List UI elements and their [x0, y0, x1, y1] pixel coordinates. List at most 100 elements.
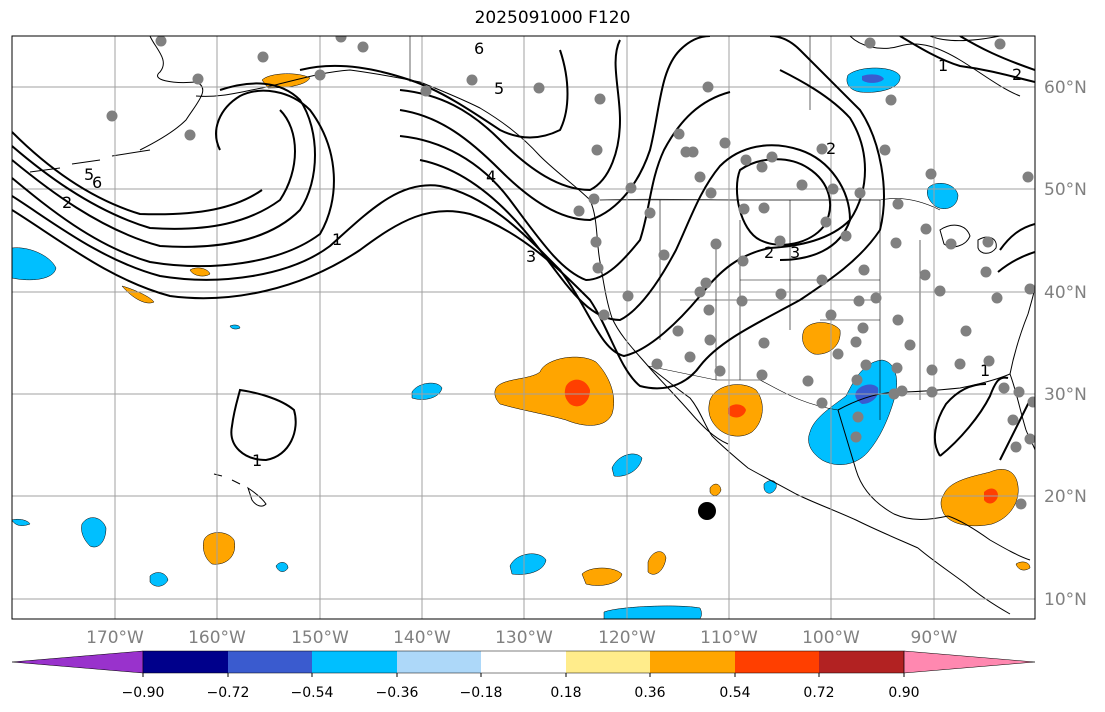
station-dot	[998, 382, 1010, 394]
contour-line-5	[12, 36, 711, 230]
station-dot	[756, 369, 768, 381]
lon-label: 110°W	[700, 628, 758, 648]
lat-label: 20°N	[1044, 487, 1087, 507]
station-dot	[870, 292, 882, 304]
station-dot	[687, 146, 699, 158]
colorbar-frame	[142, 650, 905, 674]
station-dot	[314, 69, 326, 81]
station-dot	[980, 266, 992, 278]
station-dot	[983, 355, 995, 367]
station-dot	[825, 309, 837, 321]
colorbar-tick-label: −0.90	[122, 685, 165, 701]
colorbar-ticks: −0.90 −0.72 −0.54 −0.36 −0.18 0.18 0.36 …	[122, 685, 920, 701]
lat-label: 50°N	[1044, 180, 1087, 200]
station-dot	[592, 262, 604, 274]
colorbar-tick-label: −0.36	[376, 685, 419, 701]
station-dot	[737, 255, 749, 267]
anomaly-negative	[12, 247, 57, 281]
station-dot	[920, 223, 932, 235]
station-dot	[1015, 498, 1027, 510]
contour-line-8	[230, 388, 297, 462]
contour-label: 6	[474, 39, 484, 58]
station-dot	[672, 325, 684, 337]
colorbar-extend-low	[11, 650, 144, 674]
station-dot	[625, 182, 637, 194]
lat-label: 10°N	[1044, 590, 1087, 610]
station-dot	[192, 73, 204, 85]
colorbar-tick-label: 0.90	[888, 685, 919, 701]
station-dot	[588, 193, 600, 205]
station-dot	[890, 237, 902, 249]
graticule	[12, 36, 1035, 619]
anomaly-negative	[229, 324, 241, 330]
contour-label: 1	[938, 56, 948, 75]
station-dot	[756, 161, 768, 173]
station-dot	[850, 336, 862, 348]
station-dot	[1027, 396, 1035, 408]
map-title: 2025091000 F120	[474, 8, 631, 28]
lon-label: 100°W	[802, 628, 860, 648]
colorbar-segment	[735, 651, 819, 673]
colorbar-tick-label: 0.54	[719, 685, 750, 701]
station-dot	[1010, 441, 1022, 453]
colorbar-tick-label: −0.18	[460, 685, 503, 701]
anomaly-negative	[509, 553, 547, 575]
storm-center-marker	[698, 502, 716, 520]
lon-label: 90°W	[911, 628, 958, 648]
station-dot	[851, 374, 863, 386]
station-dot	[853, 295, 865, 307]
anomaly-negative	[81, 517, 107, 548]
station-dot	[926, 386, 938, 398]
longitude-labels: 170°W 160°W 150°W 140°W 130°W 120°W 110°…	[86, 628, 958, 648]
station-dot	[590, 236, 602, 248]
contour-line-10	[939, 376, 1009, 457]
colorbar-segment	[228, 651, 312, 673]
anomaly-positive	[494, 356, 614, 426]
station-dot	[1024, 283, 1035, 295]
lon-label: 130°W	[495, 628, 553, 648]
station-dot	[860, 359, 872, 371]
station-dot	[991, 292, 1003, 304]
lon-label: 140°W	[393, 628, 451, 648]
anomaly-negative	[411, 382, 443, 400]
anomaly-positive-core	[564, 379, 590, 407]
station-dot	[594, 93, 606, 105]
contour-label: 5	[84, 165, 94, 184]
contour-line-13	[997, 223, 1035, 273]
anomaly-positive	[1015, 561, 1031, 571]
station-dot	[705, 187, 717, 199]
anomaly-negative	[927, 183, 959, 209]
station-dot	[573, 205, 585, 217]
station-dot	[694, 171, 706, 183]
colorbar-tick-label: −0.72	[207, 685, 250, 701]
anomaly-positive	[189, 267, 211, 277]
station-dot	[774, 235, 786, 247]
station-dot	[816, 143, 828, 155]
map-frame	[11, 35, 1036, 620]
colorbar-segment	[312, 651, 397, 673]
gulf-coast	[837, 373, 1011, 411]
anomaly-negative-core	[862, 74, 884, 83]
contour-line-3	[12, 89, 852, 322]
station-dot	[700, 277, 712, 289]
contour-label: 2	[62, 193, 72, 212]
colorbar	[11, 650, 1036, 677]
contour-labels: 1 1 1 2 2 3 3 4 5 6 6 5 1 2 2	[62, 39, 1022, 470]
contour-label: 5	[494, 79, 504, 98]
latitude-labels: 60°N 50°N 40°N 30°N 20°N 10°N	[1044, 78, 1087, 610]
canada-border	[599, 198, 941, 211]
na-west-coast	[419, 81, 919, 549]
anomaly-negative	[603, 605, 702, 619]
station-dot	[982, 236, 994, 248]
contour-label: 1	[332, 230, 342, 249]
contour-line-4	[12, 82, 731, 282]
station-dot	[591, 144, 603, 156]
central-america-coast	[917, 515, 1031, 615]
anomaly-positive-core	[728, 404, 746, 418]
station-dot	[925, 168, 937, 180]
colorbar-segment	[397, 651, 481, 673]
colorbar-tick-label: 0.18	[550, 685, 581, 701]
station-dot	[622, 290, 634, 302]
contour-label: 1	[252, 451, 262, 470]
